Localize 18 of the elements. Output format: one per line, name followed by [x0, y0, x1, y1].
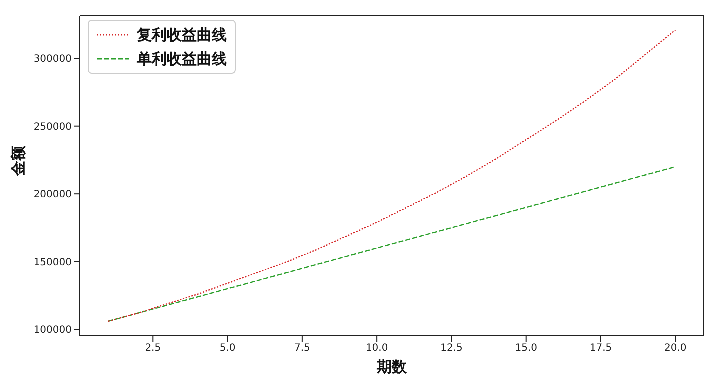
- y-tick-label: 150000: [34, 257, 72, 268]
- y-axis-title: 金额: [9, 145, 28, 177]
- x-tick-label: 20.0: [664, 343, 687, 354]
- y-tick-label: 100000: [34, 325, 72, 336]
- y-tick-label: 200000: [34, 190, 72, 201]
- y-tick-label: 300000: [34, 54, 72, 66]
- legend-label: 复利收益曲线: [137, 26, 227, 44]
- x-tick-label: 15.0: [515, 343, 538, 354]
- x-tick-label: 10.0: [366, 343, 388, 354]
- x-tick-label: 2.5: [145, 343, 162, 354]
- x-tick-label: 17.5: [590, 343, 612, 354]
- x-tick-label: 7.5: [294, 343, 310, 354]
- x-tick-label: 12.5: [440, 343, 463, 354]
- line-series: [108, 166, 676, 322]
- x-tick-label: 5.0: [220, 343, 236, 354]
- legend-label: 单利收益曲线: [137, 50, 227, 68]
- y-tick-label: 250000: [34, 122, 72, 133]
- x-axis-title: 期数: [376, 358, 408, 376]
